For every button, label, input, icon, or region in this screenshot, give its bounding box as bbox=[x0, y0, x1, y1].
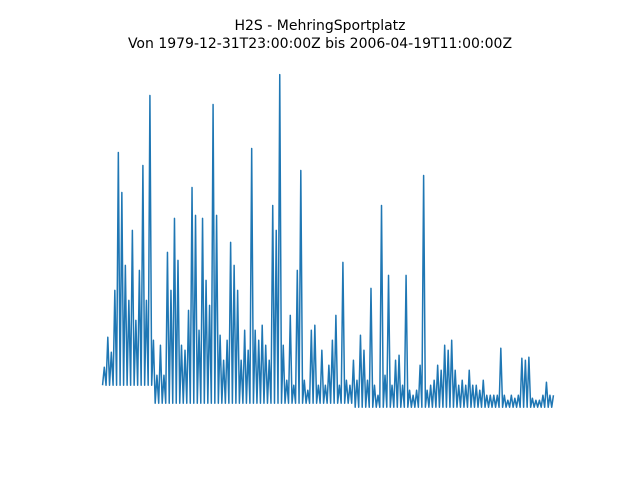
chart-subtitle: Von 1979-12-31T23:00:00Z bis 2006-04-19T… bbox=[128, 36, 512, 52]
data-line bbox=[101, 73, 555, 408]
chart-title: H2S - MehringSportplatz bbox=[234, 18, 405, 34]
